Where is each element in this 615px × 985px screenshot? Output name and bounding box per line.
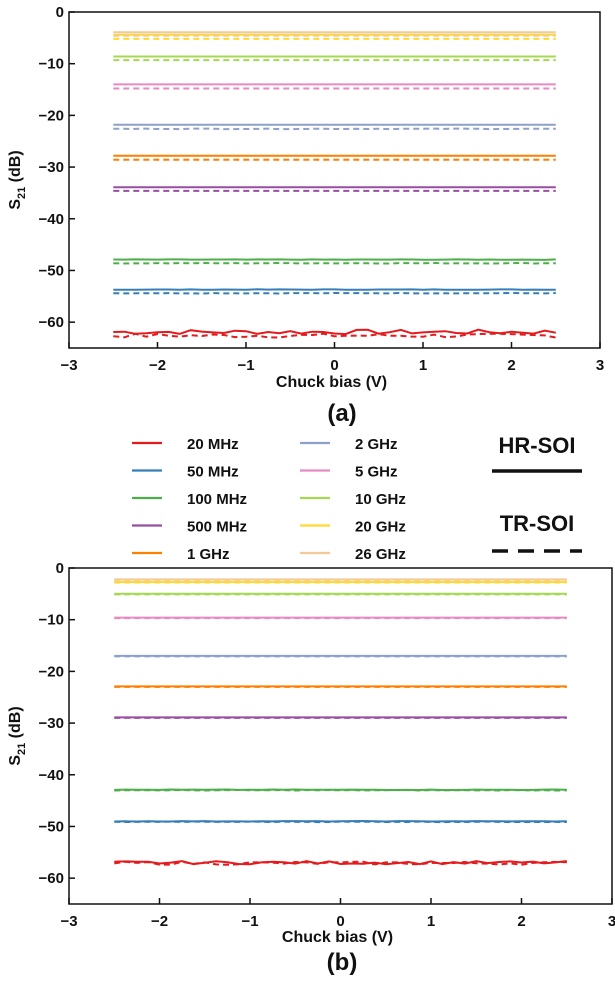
- legend-label: 1 GHz: [187, 546, 230, 563]
- series-layer-b: [114, 578, 567, 866]
- series-line-100-mhz-tr-soi: [114, 788, 567, 792]
- legend-label: 20 MHz: [187, 436, 239, 453]
- y-tick-label: −50: [39, 262, 64, 279]
- x-axis-label-a: Chuck bias (V): [276, 374, 387, 391]
- y-tick-label: −60: [39, 314, 64, 331]
- chart-panel-a: −3 −2 −1 0 1 2 30−10−20−30−40−50−60 Chuck bias…: [7, 4, 604, 427]
- legend-label: 20 GHz: [355, 519, 406, 536]
- y-tick-label: −30: [39, 159, 64, 176]
- panel-label-a: (a): [327, 400, 356, 427]
- series-line-50-mhz-tr-soi: [113, 291, 556, 295]
- legend-entries: 20 MHz 50 MHz 100 MHz 500 MHz 1 GHz 2 GHz 5 GH…: [132, 436, 406, 563]
- x-tick-label: 2: [517, 913, 525, 930]
- legend-label: 5 GHz: [355, 464, 398, 481]
- y-tick-label: −30: [39, 715, 64, 732]
- x-tick-label: 0: [330, 357, 338, 374]
- x-tick-label: 2: [507, 357, 515, 374]
- series-line-20-mhz-hr-soi: [114, 860, 567, 866]
- series-line-100-mhz-tr-soi: [113, 261, 556, 265]
- chart-panel-b: −3 −2 −1 0 1 2 30−10−20−30−40−50−60 Chuck bias…: [7, 560, 615, 976]
- x-tick-label: −2: [151, 913, 168, 930]
- x-tick-label: 3: [596, 357, 604, 374]
- x-axis-label-b: Chuck bias (V): [282, 929, 393, 946]
- y-tick-label: −40: [39, 767, 64, 784]
- series-line-2-ghz-tr-soi: [113, 127, 556, 131]
- y-tick-label: −50: [39, 818, 64, 835]
- legend-label: 50 MHz: [187, 464, 239, 481]
- legend-label: 500 MHz: [187, 519, 247, 536]
- panel-label-b: (b): [327, 949, 358, 976]
- y-axis-label-a: S21 (dB): [7, 150, 28, 209]
- series-line-20-mhz-hr-soi: [113, 328, 556, 336]
- ticks-a: −3 −2 −1 0 1 2 30−10−20−30−40−50−60: [39, 4, 605, 374]
- legend-label: 2 GHz: [355, 436, 398, 453]
- series-line-100-mhz-hr-soi: [113, 258, 556, 261]
- plot-frame-a: [68, 11, 601, 349]
- ticks-b: −3 −2 −1 0 1 2 30−10−20−30−40−50−60: [39, 560, 615, 930]
- series-line-50-mhz-hr-soi: [113, 288, 556, 291]
- y-axis-label-b: S21 (dB): [7, 706, 28, 765]
- y-tick-label: −20: [39, 107, 64, 124]
- x-tick-label: −2: [149, 357, 166, 374]
- y-tick-label: −60: [39, 870, 64, 887]
- y-tick-label: 0: [56, 4, 64, 21]
- x-tick-label: −3: [60, 357, 77, 374]
- series-line-20-mhz-tr-soi: [113, 332, 556, 339]
- series-line-50-mhz-tr-soi: [114, 820, 567, 824]
- y-tick-label: −10: [39, 56, 64, 73]
- legend-hr-soi-label: HR-SOI: [499, 433, 576, 458]
- x-tick-label: −3: [60, 913, 77, 930]
- x-tick-label: 3: [608, 913, 615, 930]
- y-tick-label: −10: [39, 612, 64, 629]
- series-layer-a: [113, 31, 556, 339]
- x-tick-label: 1: [419, 357, 427, 374]
- legend-tr-soi-label: TR-SOI: [500, 511, 575, 536]
- y-tick-label: −20: [39, 663, 64, 680]
- legend-label: 10 GHz: [355, 491, 406, 508]
- y-tick-label: −40: [39, 211, 64, 228]
- x-tick-label: −1: [241, 913, 258, 930]
- x-tick-label: 0: [336, 913, 344, 930]
- y-tick-label: 0: [56, 560, 64, 577]
- x-tick-label: −1: [237, 357, 254, 374]
- x-tick-label: 1: [427, 913, 435, 930]
- legend: 20 MHz 50 MHz 100 MHz 500 MHz 1 GHz 2 GHz 5 GH…: [132, 433, 582, 563]
- legend-label: 26 GHz: [355, 546, 406, 563]
- legend-label: 100 MHz: [187, 491, 247, 508]
